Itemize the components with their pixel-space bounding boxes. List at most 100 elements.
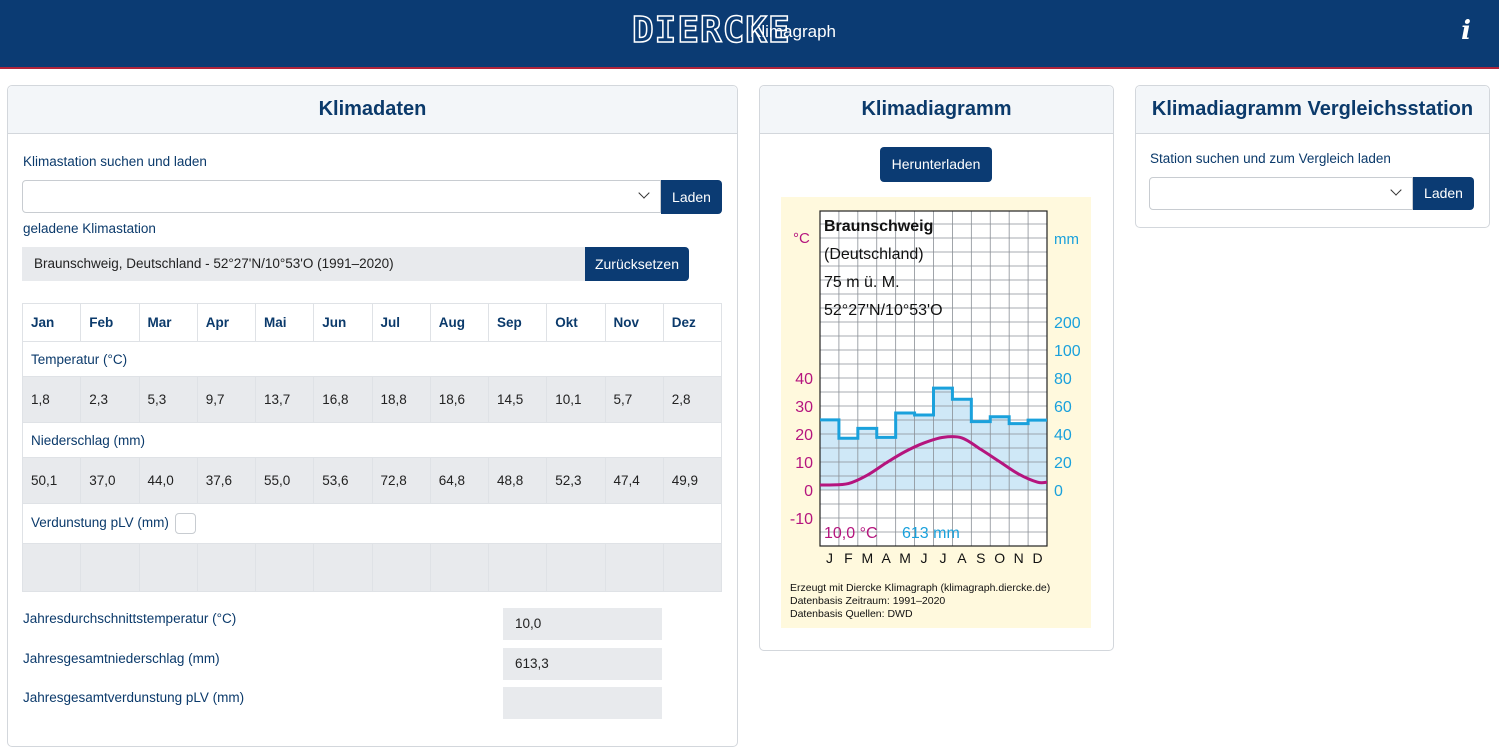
climate-table: Jan Feb Mar Apr Mai Jun Jul Aug Sep Okt … bbox=[21, 303, 723, 592]
evaporation-cell[interactable] bbox=[80, 543, 140, 592]
top-bar: DIERCKE Klimagraph i bbox=[0, 0, 1499, 69]
month-tick-label: A bbox=[957, 550, 967, 566]
temp-tick-label: 20 bbox=[795, 427, 813, 444]
month-header: Jun bbox=[313, 303, 373, 342]
month-tick-label: O bbox=[994, 550, 1005, 566]
compare-search-label: Station suchen und zum Vergleich laden bbox=[1150, 151, 1391, 166]
precipitation-row: 50,1 37,0 44,0 37,6 55,0 53,6 72,8 64,8 … bbox=[21, 457, 723, 504]
temperature-row: 1,8 2,3 5,3 9,7 13,7 16,8 18,8 18,6 14,5… bbox=[21, 376, 723, 423]
annual-temp-field: 10,0 bbox=[503, 608, 662, 640]
evaporation-cell[interactable] bbox=[604, 543, 664, 592]
evaporation-cell[interactable] bbox=[429, 543, 490, 592]
month-header: Jul bbox=[371, 303, 431, 342]
chevron-down-icon bbox=[638, 187, 650, 199]
temperature-cell[interactable]: 2,8 bbox=[662, 376, 723, 423]
month-header-row: Jan Feb Mar Apr Mai Jun Jul Aug Sep Okt … bbox=[21, 303, 723, 342]
reset-button[interactable]: Zurücksetzen bbox=[585, 247, 689, 281]
temperature-cell[interactable]: 5,3 bbox=[138, 376, 198, 423]
month-header: Aug bbox=[429, 303, 490, 342]
precipitation-cell[interactable]: 64,8 bbox=[429, 457, 490, 504]
station-search-label: Klimastation suchen und laden bbox=[23, 154, 207, 169]
precipitation-cell[interactable]: 72,8 bbox=[371, 457, 431, 504]
compare-search-select[interactable] bbox=[1149, 177, 1413, 210]
temperature-cell[interactable]: 10,1 bbox=[546, 376, 606, 423]
annual-temp-label: Jahresdurchschnittstemperatur (°C) bbox=[23, 611, 237, 626]
info-icon[interactable]: i bbox=[1461, 16, 1471, 46]
app-title: Klimagraph bbox=[750, 22, 836, 41]
load-station-button[interactable]: Laden bbox=[661, 180, 722, 214]
temperature-cell[interactable]: 16,8 bbox=[313, 376, 373, 423]
annual-evap-label: Jahresgesamtverdunstung pLV (mm) bbox=[23, 690, 245, 705]
loaded-station-field: Braunschweig, Deutschland - 52°27'N/10°5… bbox=[22, 247, 585, 281]
annual-precip-label: Jahresgesamtniederschlag (mm) bbox=[23, 651, 220, 666]
precipitation-cell[interactable]: 52,3 bbox=[546, 457, 606, 504]
temperature-label: Temperatur (°C) bbox=[22, 341, 722, 377]
temperature-cell[interactable]: 2,3 bbox=[80, 376, 140, 423]
station-search-select[interactable] bbox=[22, 180, 661, 213]
chart-footer-line: Datenbasis Zeitraum: 1991–2020 bbox=[790, 595, 945, 607]
evaporation-label-cell: Verdunstung pLV (mm) bbox=[22, 503, 722, 544]
month-header: Dez bbox=[662, 303, 723, 342]
month-tick-label: M bbox=[899, 550, 911, 566]
annual-precip-field: 613,3 bbox=[503, 648, 662, 680]
temperature-cell[interactable]: 1,8 bbox=[21, 376, 82, 423]
precip-unit-label: mm bbox=[1054, 231, 1079, 248]
month-tick-label: D bbox=[1032, 550, 1042, 566]
evaporation-cell[interactable] bbox=[138, 543, 198, 592]
precip-tick-label: 40 bbox=[1054, 427, 1072, 444]
temperature-cell[interactable]: 14,5 bbox=[487, 376, 548, 423]
evaporation-cell[interactable] bbox=[21, 543, 82, 592]
month-tick-label: N bbox=[1014, 550, 1024, 566]
klimadaten-title: Klimadaten bbox=[8, 86, 737, 134]
compare-load-button[interactable]: Laden bbox=[1413, 177, 1474, 210]
evaporation-cell[interactable] bbox=[487, 543, 548, 592]
month-header: Apr bbox=[196, 303, 257, 342]
evaporation-cell[interactable] bbox=[546, 543, 606, 592]
precipitation-label: Niederschlag (mm) bbox=[22, 422, 722, 458]
chart-footer-line: Datenbasis Quellen: DWD bbox=[790, 608, 913, 620]
month-tick-label: F bbox=[844, 550, 853, 566]
temperature-cell[interactable]: 18,6 bbox=[429, 376, 490, 423]
chart-frame bbox=[819, 210, 1048, 547]
evaporation-checkbox[interactable] bbox=[174, 513, 196, 534]
precipitation-cell[interactable]: 53,6 bbox=[313, 457, 373, 504]
month-header: Mar bbox=[138, 303, 198, 342]
precipitation-cell[interactable]: 37,6 bbox=[196, 457, 257, 504]
month-tick-label: J bbox=[921, 550, 928, 566]
evaporation-cell[interactable] bbox=[371, 543, 431, 592]
station-elevation: 75 m ü. M. bbox=[824, 274, 900, 291]
loaded-station-label: geladene Klimastation bbox=[23, 221, 156, 236]
precip-tick-label: 200 bbox=[1054, 315, 1081, 332]
evaporation-cell[interactable] bbox=[662, 543, 723, 592]
temperature-cell[interactable]: 18,8 bbox=[371, 376, 431, 423]
month-header: Feb bbox=[80, 303, 140, 342]
precipitation-cell[interactable]: 37,0 bbox=[80, 457, 140, 504]
temp-tick-label: 0 bbox=[804, 483, 813, 500]
temperature-cell[interactable]: 13,7 bbox=[254, 376, 315, 423]
station-country: (Deutschland) bbox=[824, 246, 924, 263]
chart-footer-line: Erzeugt mit Diercke Klimagraph (klimagra… bbox=[790, 582, 1050, 594]
evaporation-cell[interactable] bbox=[254, 543, 315, 592]
evaporation-cell[interactable] bbox=[313, 543, 373, 592]
month-header: Jan bbox=[21, 303, 82, 342]
evaporation-cell[interactable] bbox=[196, 543, 257, 592]
temp-tick-label: 40 bbox=[795, 371, 813, 388]
precipitation-cell[interactable]: 49,9 bbox=[662, 457, 723, 504]
precipitation-cell[interactable]: 48,8 bbox=[487, 457, 548, 504]
climate-chart-svg: Braunschweig (Deutschland) 75 m ü. M. 52°27… bbox=[790, 210, 1081, 620]
temp-unit-label: °C bbox=[793, 230, 810, 247]
precip-tick-label: 0 bbox=[1054, 483, 1063, 500]
download-button[interactable]: Herunterladen bbox=[880, 147, 992, 182]
precip-tick-label: 100 bbox=[1054, 343, 1081, 360]
climate-chart: Braunschweig (Deutschland) 75 m ü. M. 52°27… bbox=[781, 197, 1091, 628]
temperature-cell[interactable]: 9,7 bbox=[196, 376, 257, 423]
precipitation-cell[interactable]: 47,4 bbox=[604, 457, 664, 504]
temperature-cell[interactable]: 5,7 bbox=[604, 376, 664, 423]
month-tick-label: M bbox=[861, 550, 873, 566]
precipitation-cell[interactable]: 50,1 bbox=[21, 457, 82, 504]
klimadiagramm-title: Klimadiagramm bbox=[760, 86, 1113, 134]
precipitation-cell[interactable]: 55,0 bbox=[254, 457, 315, 504]
month-header: Nov bbox=[604, 303, 664, 342]
precipitation-cell[interactable]: 44,0 bbox=[138, 457, 198, 504]
annual-evap-field bbox=[503, 687, 662, 719]
